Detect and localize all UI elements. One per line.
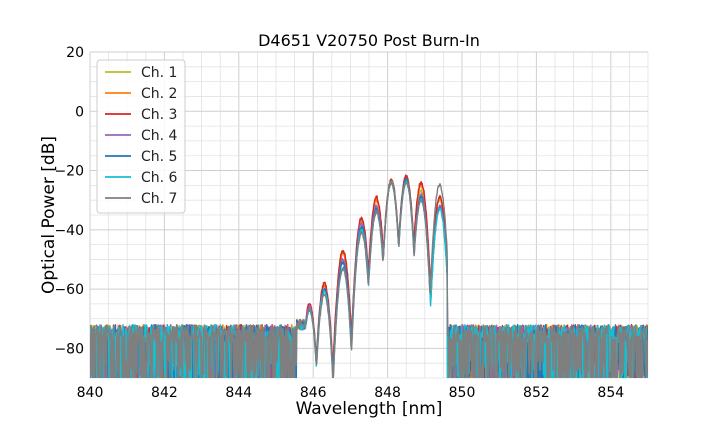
legend-label: Ch. 1 — [141, 65, 177, 81]
series-line-ch7 — [90, 180, 648, 378]
legend-label: Ch. 6 — [141, 170, 178, 186]
x-tick-label: 848 — [374, 385, 401, 401]
y-tick-label: 20 — [66, 45, 84, 61]
y-tick-label: −20 — [54, 164, 84, 180]
legend-label: Ch. 5 — [141, 149, 177, 165]
x-tick-label: 844 — [225, 385, 252, 401]
tick-labels: 840 842 844 846 848 850 852 854 20 0 −20 −40 −60 −80 — [54, 45, 624, 401]
legend-label: Ch. 7 — [141, 191, 177, 207]
x-tick-label: 852 — [523, 385, 550, 401]
x-tick-label: 840 — [77, 385, 104, 401]
y-axis-label: Optical Power [dB] — [39, 136, 59, 294]
y-tick-label: −60 — [54, 282, 84, 298]
x-tick-label: 854 — [597, 385, 624, 401]
y-tick-label: −40 — [54, 223, 84, 239]
legend-label: Ch. 2 — [141, 86, 177, 102]
legend: Ch. 1 Ch. 2 Ch. 3 Ch. 4 Ch. 5 Ch. 6 Ch. 7 — [96, 59, 186, 214]
y-tick-label: 0 — [75, 104, 84, 120]
x-tick-label: 850 — [449, 385, 476, 401]
legend-frame — [96, 59, 186, 214]
x-tick-label: 846 — [300, 385, 327, 401]
legend-label: Ch. 4 — [141, 128, 178, 144]
x-tick-label: 842 — [151, 385, 178, 401]
chart-title: D4651 V20750 Post Burn-In — [258, 31, 480, 50]
legend-label: Ch. 3 — [141, 107, 177, 123]
y-tick-label: −80 — [54, 341, 84, 357]
x-axis-label: Wavelength [nm] — [296, 399, 443, 419]
series-layer — [90, 174, 648, 378]
